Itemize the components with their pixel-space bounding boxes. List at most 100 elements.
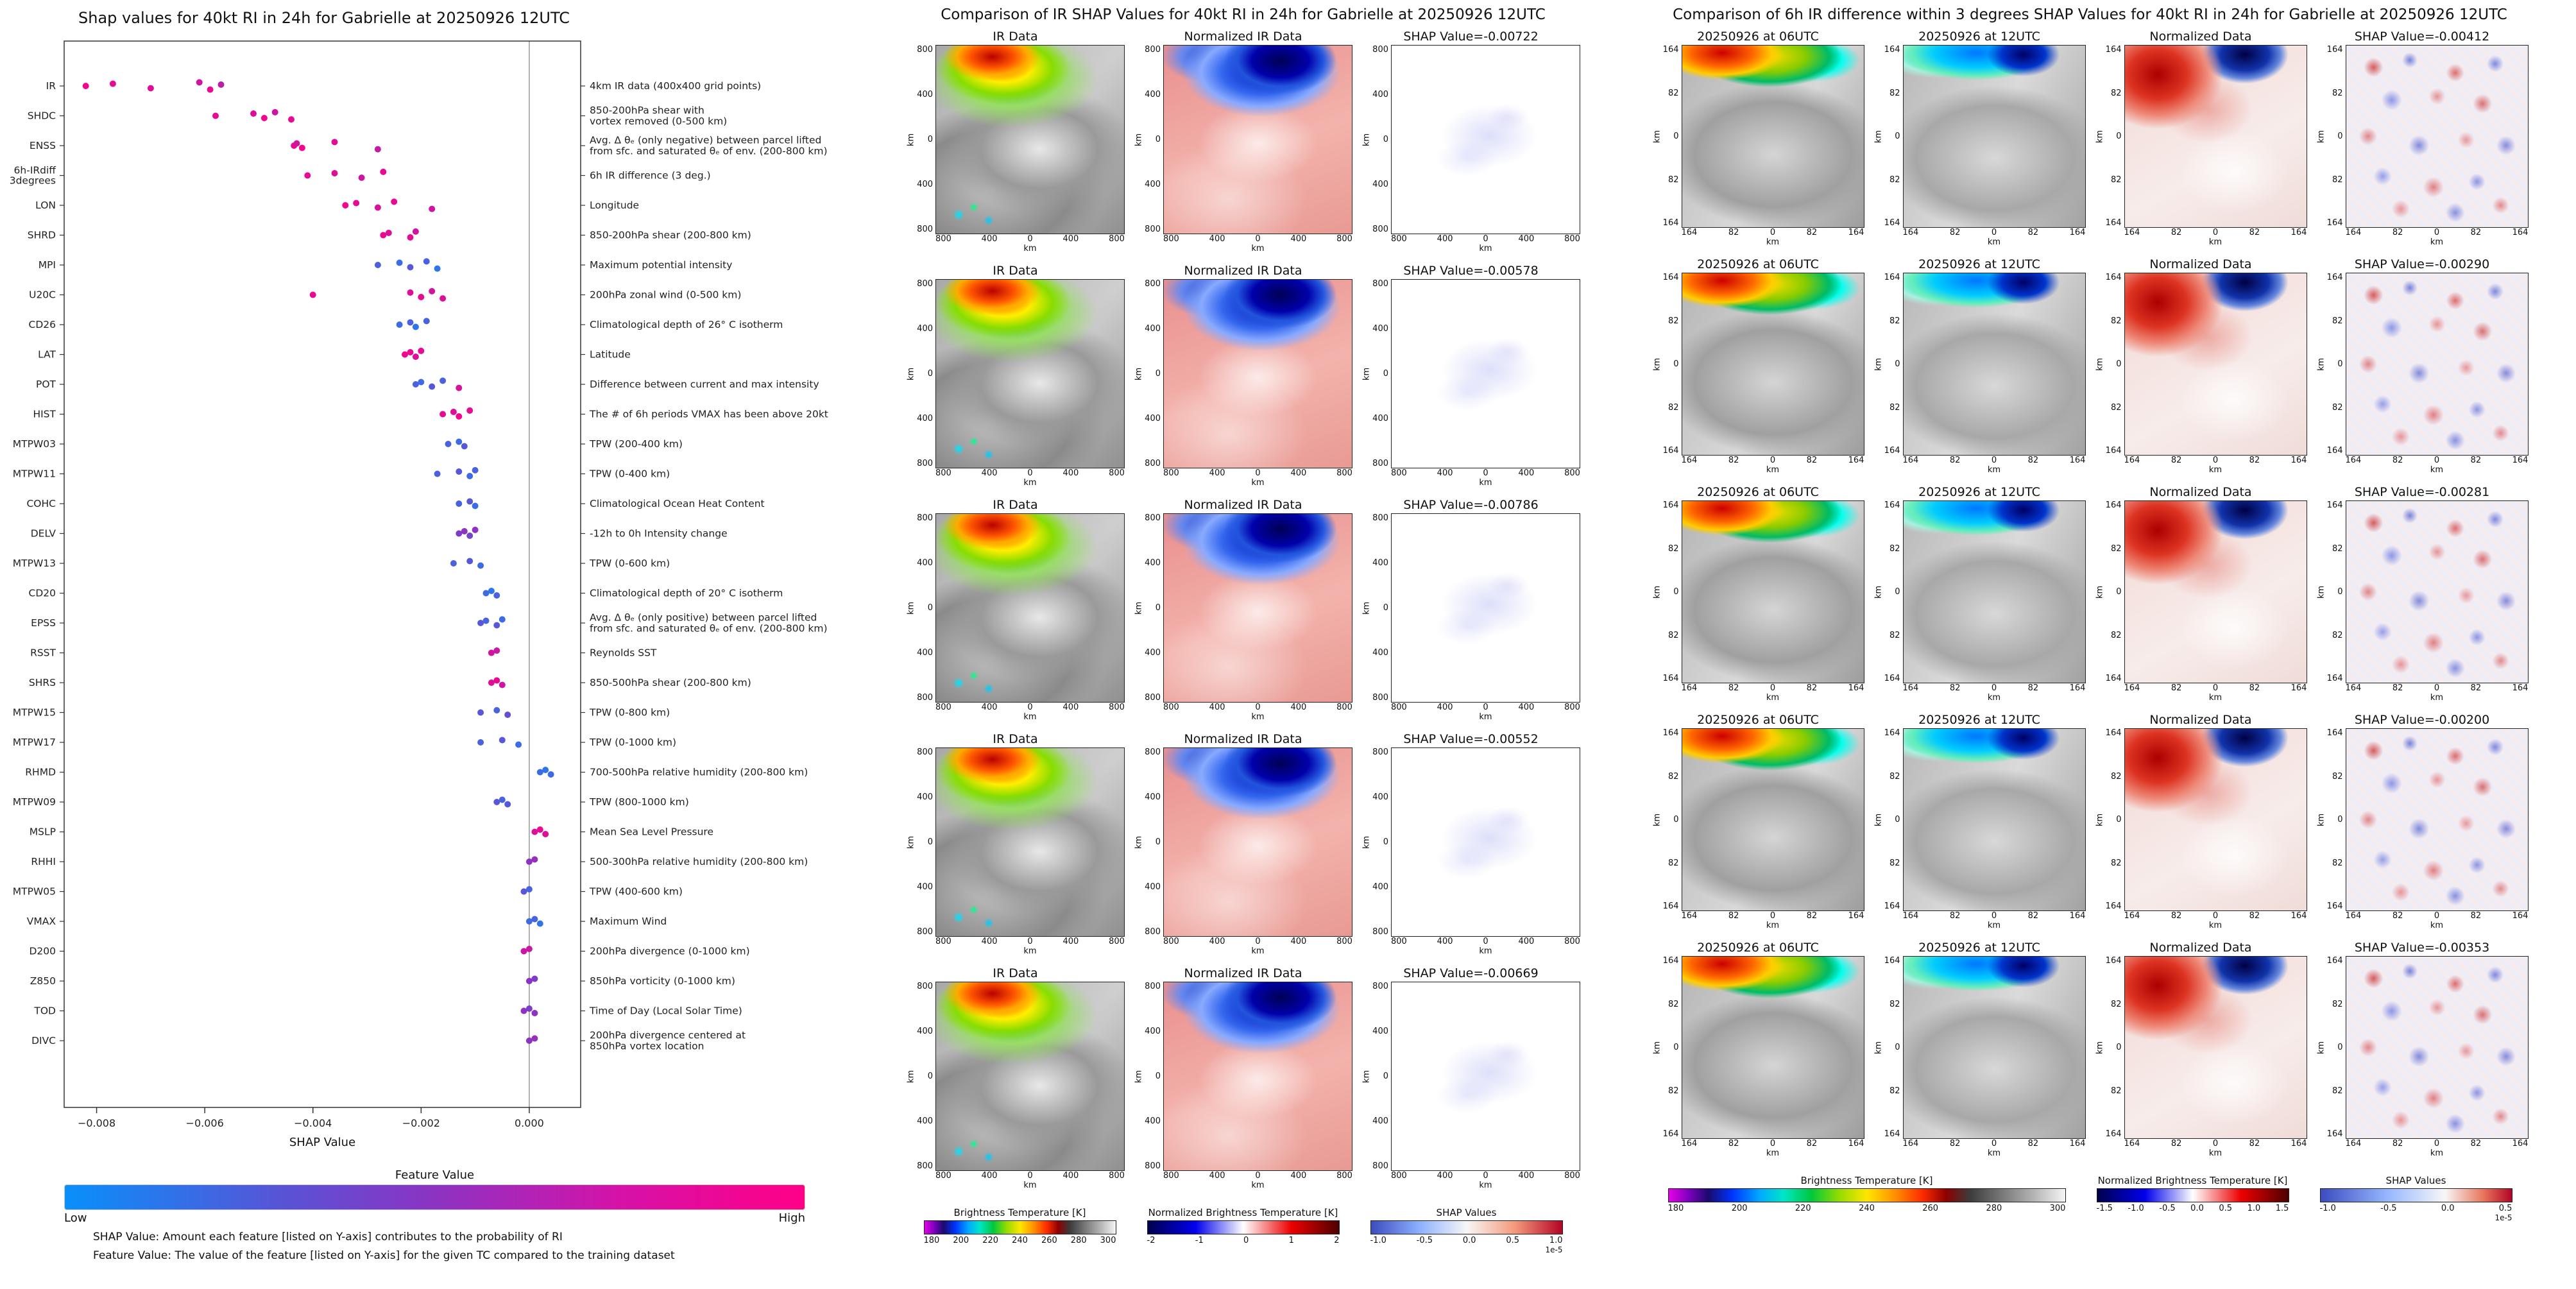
y-axis-ticks: 164 82 0 82 164 — [1884, 500, 1900, 683]
feature-row: ENSS Avg. Δ θₑ (only negative) between pa… — [30, 135, 828, 157]
ir-data-image — [935, 747, 1125, 937]
plot-frame — [64, 40, 581, 1108]
svg-text:−0.002: −0.002 — [402, 1117, 440, 1129]
feature-row: MTPW15 TPW (0-800 km) — [13, 707, 670, 719]
subplot-title: IR Data — [993, 30, 1038, 44]
ir-12utc-image — [1902, 728, 2086, 911]
subplot-row: 20250926 at 06UTC km 164 82 0 82 164 164 82 0 82 16… — [1604, 941, 2576, 1158]
svg-text:Maximum Wind: Maximum Wind — [590, 916, 667, 927]
x-axis-ticks: 800 400 0 400 800 — [1163, 468, 1352, 478]
y-axis-ticks: 164 82 0 82 164 — [2326, 728, 2343, 911]
normalized-ir-data: Normalized IR Data km 800 400 0 400 800 800 400 0… — [1134, 498, 1352, 722]
svg-text:−0.006: −0.006 — [186, 1117, 224, 1129]
y-axis-label: km — [1361, 1070, 1372, 1083]
svg-text:D200: D200 — [29, 946, 56, 957]
y-axis-label: km — [1361, 835, 1372, 849]
ir-06utc: 20250926 at 06UTC km 164 82 0 82 164 164 82 0 82 16… — [1652, 30, 1864, 247]
x-axis-ticks: 164 82 0 82 164 — [1681, 456, 1864, 465]
svg-text:VMAX: VMAX — [27, 916, 56, 927]
colorbar-gradient — [64, 1184, 805, 1210]
ir-shap-map-image — [1391, 279, 1580, 468]
normalized-diff-data: Normalized Data km 164 82 0 82 164 164 82 0 82 164 k… — [2095, 30, 2307, 247]
x-axis-ticks: 800 400 0 400 800 — [1391, 703, 1580, 712]
x-axis-label: km — [1479, 946, 1492, 956]
y-axis-label: km — [906, 835, 916, 849]
colorbar: SHAP Values -1.0 -0.5 0.0 0.5 1e-5 — [2319, 1175, 2512, 1222]
y-axis-label: km — [2095, 1041, 2104, 1054]
y-axis-ticks: 800 400 0 400 800 — [1372, 513, 1388, 703]
y-axis-ticks: 164 82 0 82 164 — [1662, 500, 1679, 683]
svg-text:SHRS: SHRS — [29, 677, 56, 688]
feature-row: U20C 200hPa zonal wind (0-500 km) — [29, 287, 741, 302]
svg-text:MTPW09: MTPW09 — [13, 796, 56, 808]
y-axis-label: km — [1361, 367, 1372, 380]
irdiff-shap-map: SHAP Value=-0.00290 km 164 82 0 82 164 164 82 0 82… — [2316, 257, 2529, 475]
ir-12utc: 20250926 at 12UTC km 164 82 0 82 164 164 82 0 82 16… — [1873, 941, 2086, 1158]
feature-row: MTPW17 TPW (0-1000 km) — [13, 737, 676, 748]
normalized-diff-data-image — [2124, 728, 2307, 911]
svg-text:200hPa zonal wind (0-500 km): 200hPa zonal wind (0-500 km) — [590, 289, 741, 301]
y-axis-ticks: 800 400 0 400 800 — [917, 45, 933, 234]
y-axis-label: km — [1134, 367, 1144, 380]
y-axis-label: km — [1652, 130, 1662, 143]
normalized-ir-data-image — [1163, 747, 1352, 937]
subplot-title: Normalized Data — [2149, 257, 2252, 271]
y-axis-ticks: 800 400 0 400 800 — [917, 513, 933, 703]
colorbar-title: Brightness Temperature [K] — [953, 1207, 1086, 1218]
x-axis-ticks: 800 400 0 400 800 — [1391, 937, 1580, 946]
feature-row: COHC Climatological Ocean Heat Content — [26, 498, 764, 509]
subplot-row: IR Data km 800 400 0 400 800 800 400 0 400 800 km Nor… — [882, 30, 1604, 253]
feature-row: IR 4km IR data (400x400 grid points) — [46, 79, 761, 93]
svg-text:Difference between current and: Difference between current and max inten… — [590, 379, 819, 390]
normalized-diff-data-image — [2124, 500, 2307, 683]
y-axis-label: km — [1652, 1041, 1662, 1054]
subplot-title: Normalized Data — [2149, 941, 2252, 955]
subplot-title: 20250926 at 06UTC — [1697, 941, 1819, 955]
y-axis-label: km — [2095, 130, 2104, 143]
x-axis-label: km — [2430, 921, 2444, 930]
svg-text:500-300hPa relative humidity (: 500-300hPa relative humidity (200-800 km… — [590, 856, 808, 867]
subplot-title: SHAP Value=-0.00722 — [1403, 30, 1539, 44]
normalized-ir-data-image — [1163, 45, 1352, 234]
y-axis-ticks: 800 400 0 400 800 — [1372, 747, 1388, 937]
svg-text:CD26: CD26 — [29, 319, 56, 330]
x-axis-ticks: 164 82 0 82 164 — [1902, 456, 2086, 465]
feature-row: MTPW05 TPW (400-600 km) — [13, 886, 683, 898]
svg-text:850-200hPa shear (200-800 km): 850-200hPa shear (200-800 km) — [590, 230, 751, 241]
irdiff-shap-panel: Comparison of 6h IR difference within 3 … — [1604, 0, 2576, 1289]
colorbar-ticks: 180 200 220 240 260 280 300 — [1668, 1204, 2066, 1213]
x-axis-label: SHAP Value — [289, 1136, 355, 1149]
y-axis-ticks: 164 82 0 82 164 — [1884, 728, 1900, 911]
x-axis-ticks: 164 82 0 82 164 — [1902, 228, 2086, 237]
normalized-diff-data-image — [2124, 956, 2307, 1139]
y-axis-label: km — [906, 367, 916, 380]
svg-text:Maximum potential intensity: Maximum potential intensity — [590, 259, 732, 271]
irdiff-shap-map: SHAP Value=-0.00200 km 164 82 0 82 164 164 82 0 82… — [2316, 713, 2529, 930]
y-axis-ticks: 164 82 0 82 164 — [2105, 728, 2122, 911]
ir-12utc-image — [1902, 956, 2086, 1139]
x-axis-label: km — [1023, 1181, 1037, 1190]
normalized-diff-data-image — [2124, 45, 2307, 228]
x-axis-ticks: 800 400 0 400 800 — [935, 937, 1125, 946]
svg-text:vortex removed (0-500 km): vortex removed (0-500 km) — [590, 115, 727, 127]
x-axis-ticks: 800 400 0 400 800 — [935, 1171, 1125, 1181]
x-axis-label: km — [1023, 478, 1037, 488]
svg-text:Mean Sea Level Pressure: Mean Sea Level Pressure — [590, 826, 713, 838]
svg-text:−0.008: −0.008 — [78, 1117, 115, 1129]
x-axis-label: km — [1766, 693, 1780, 703]
svg-text:850hPa vorticity (0-1000 km): 850hPa vorticity (0-1000 km) — [590, 975, 735, 987]
ir-data-image — [935, 982, 1125, 1171]
y-axis-label: km — [1873, 130, 1883, 143]
y-axis-ticks: 164 82 0 82 164 — [1884, 956, 1900, 1139]
x-axis-label: km — [1987, 465, 2001, 475]
y-axis-label: km — [2316, 357, 2326, 371]
ir-shap-panel: Comparison of IR SHAP Values for 40kt RI… — [882, 0, 1604, 1289]
svg-text:200hPa divergence centered at: 200hPa divergence centered at — [590, 1030, 746, 1041]
normalized-ir-data: Normalized IR Data km 800 400 0 400 800 800 400 0… — [1134, 30, 1352, 253]
x-axis-ticks: 164 82 0 82 164 — [2124, 683, 2307, 693]
svg-text:U20C: U20C — [29, 289, 56, 301]
y-axis-ticks: 164 82 0 82 164 — [1884, 273, 1900, 456]
ir-shap-map-image — [1391, 747, 1580, 937]
y-axis-ticks: 164 82 0 82 164 — [2326, 45, 2343, 228]
x-axis-label: km — [1766, 1148, 1780, 1158]
